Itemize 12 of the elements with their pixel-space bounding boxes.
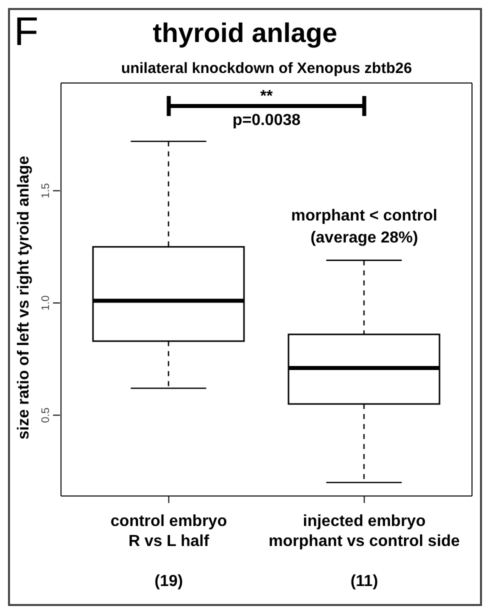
annotation: **	[260, 88, 274, 105]
y-axis-title: size ratio of left vs right tyroid anlage	[16, 156, 33, 440]
y-tick-label: 1.5	[40, 183, 52, 198]
category-label: injected embryo morphant vs control side (11)	[268, 513, 460, 590]
y-tick-label: 0.5	[40, 408, 52, 423]
y-tick-label: 1.0	[40, 295, 52, 311]
annotation: p=0.0038	[232, 112, 301, 129]
annotation: morphant < control (average 28%)	[291, 207, 438, 247]
category-label: control embryo R vs L half (19)	[110, 513, 227, 590]
chart-title: thyroid anlage	[152, 18, 338, 48]
chart-subtitle: unilateral knockdown of Xenopus zbtb26	[120, 60, 413, 77]
text: F	[14, 10, 38, 54]
